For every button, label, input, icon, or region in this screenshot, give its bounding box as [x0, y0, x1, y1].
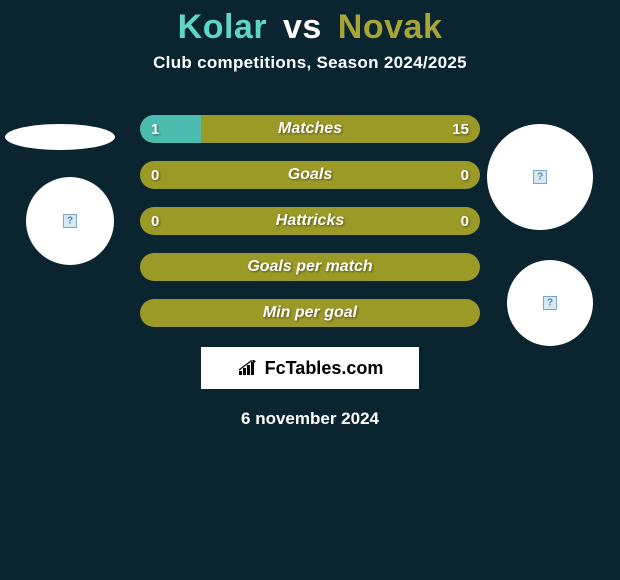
- decoration-circle-3: [507, 260, 593, 346]
- stat-right-value: 0: [461, 213, 469, 230]
- brand-chart-icon: [237, 359, 259, 377]
- stat-left-value: 0: [151, 167, 159, 184]
- stat-right-value: 15: [452, 121, 469, 138]
- stat-right-value: 0: [461, 167, 469, 184]
- stat-row-hattricks: 0 Hattricks 0: [140, 207, 480, 235]
- stat-left-value: 1: [151, 121, 159, 138]
- stat-label: Hattricks: [276, 212, 344, 230]
- brand-badge: FcTables.com: [201, 347, 419, 389]
- stat-fill: [140, 115, 201, 143]
- decoration-circle-1: [26, 177, 114, 265]
- placeholder-icon: [533, 170, 547, 184]
- player1-name: Kolar: [178, 8, 267, 46]
- stat-label: Goals: [288, 166, 332, 184]
- subtitle: Club competitions, Season 2024/2025: [0, 53, 620, 73]
- stat-row-min-per-goal: Min per goal: [140, 299, 480, 327]
- decoration-ellipse: [5, 124, 115, 150]
- stat-label: Matches: [278, 120, 342, 138]
- vs-text: vs: [283, 8, 322, 46]
- stat-row-goals: 0 Goals 0: [140, 161, 480, 189]
- stat-row-goals-per-match: Goals per match: [140, 253, 480, 281]
- brand-text: FcTables.com: [265, 358, 384, 379]
- stat-label: Goals per match: [247, 258, 372, 276]
- stat-row-matches: 1 Matches 15: [140, 115, 480, 143]
- player2-name: Novak: [338, 8, 443, 46]
- placeholder-icon: [63, 214, 77, 228]
- stat-left-value: 0: [151, 213, 159, 230]
- decoration-circle-2: [487, 124, 593, 230]
- placeholder-icon: [543, 296, 557, 310]
- date-text: 6 november 2024: [0, 409, 620, 429]
- page-title: Kolar vs Novak: [0, 8, 620, 47]
- stats-container: 1 Matches 15 0 Goals 0 0 Hattricks 0 Goa…: [140, 115, 480, 327]
- stat-label: Min per goal: [263, 304, 357, 322]
